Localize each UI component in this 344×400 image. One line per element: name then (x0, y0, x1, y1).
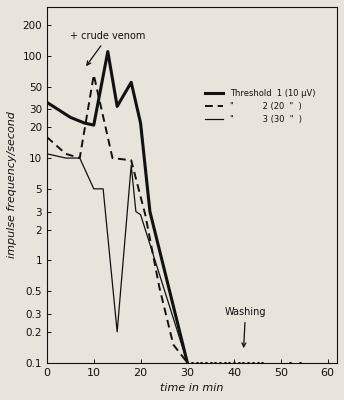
Y-axis label: impulse frequency/second: impulse frequency/second (7, 111, 17, 258)
Text: + crude venom: + crude venom (71, 31, 146, 65)
X-axis label: time in min: time in min (160, 383, 224, 393)
Legend: Threshold  1 (10 μV), "           2 (20  "  ), "           3 (30  "  ): Threshold 1 (10 μV), " 2 (20 " ), " 3 (3… (205, 89, 315, 124)
Text: Washing: Washing (225, 307, 266, 347)
